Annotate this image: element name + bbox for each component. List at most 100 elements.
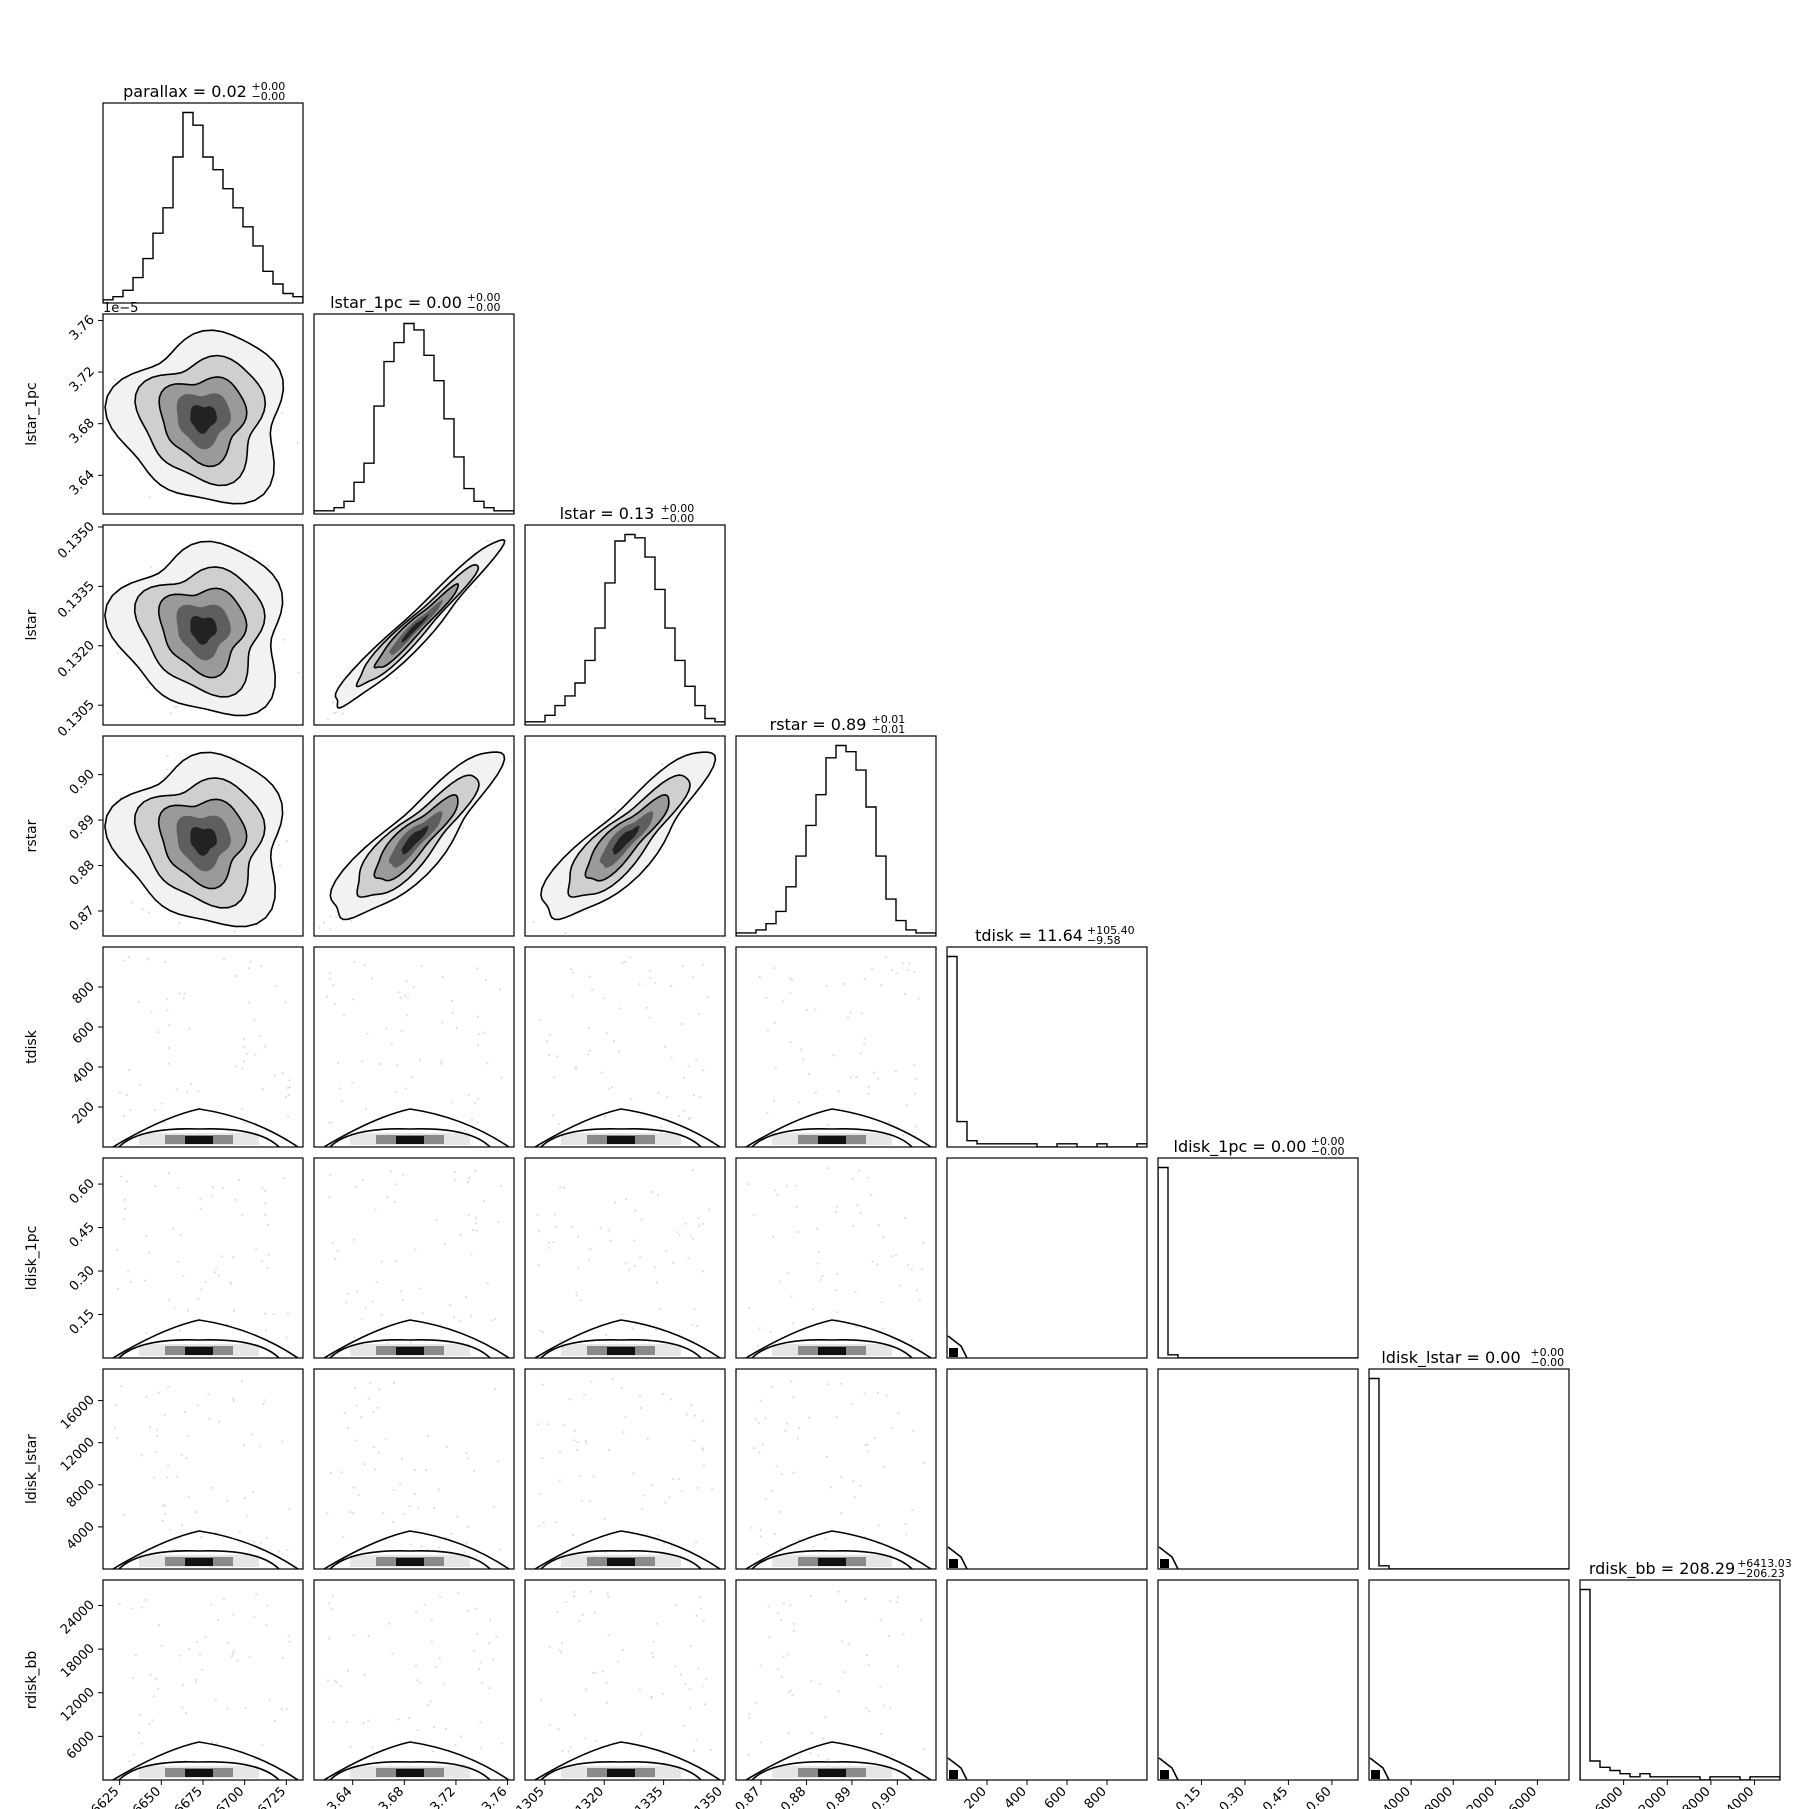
sample-point	[760, 1741, 763, 1744]
sample-point	[798, 1757, 801, 1760]
sample-point	[476, 1097, 480, 1100]
sample-point	[851, 1224, 855, 1228]
sample-point	[418, 1287, 421, 1290]
sample-point	[462, 826, 465, 829]
sample-point	[649, 969, 652, 972]
histogram-lstar	[525, 533, 725, 725]
sample-point	[759, 1535, 763, 1538]
sample-point	[765, 996, 768, 999]
sample-point	[249, 944, 251, 946]
sample-point	[374, 1468, 377, 1471]
sample-point	[458, 1319, 461, 1322]
sample-point	[791, 1694, 794, 1697]
sample-point	[184, 1712, 187, 1715]
sample-point	[665, 1250, 668, 1253]
sample-point	[179, 1654, 182, 1657]
sample-point	[395, 1260, 398, 1263]
sample-point	[782, 1000, 785, 1003]
sample-point	[607, 1634, 610, 1637]
density-contour	[118, 1339, 280, 1358]
sample-point	[327, 1121, 331, 1124]
sample-point	[693, 1308, 696, 1311]
sample-point	[605, 1682, 608, 1685]
density-contour	[534, 1530, 721, 1569]
sample-point	[152, 1695, 155, 1698]
sample-point	[352, 1512, 355, 1515]
sample-point	[285, 1336, 288, 1339]
sample-point	[273, 1719, 277, 1723]
x-tick-label: 0.016625	[68, 1784, 122, 1809]
sample-point	[676, 1231, 679, 1234]
sample-point	[889, 1706, 892, 1709]
sample-point	[141, 908, 144, 911]
sample-point	[420, 965, 423, 968]
sample-point	[589, 1590, 593, 1593]
sample-point	[371, 1300, 374, 1303]
sample-point	[896, 1595, 900, 1598]
sample-point	[547, 1053, 551, 1057]
sample-point	[457, 1591, 460, 1594]
sample-point	[810, 1732, 813, 1735]
histogram-tdisk	[947, 955, 1147, 1147]
density-peak	[1371, 1770, 1380, 1779]
x-tick-label: 3.64	[324, 1784, 355, 1809]
sample-point	[329, 928, 332, 931]
panel-ldisk_lstar-vs-parallax	[102, 1368, 304, 1570]
sample-point	[705, 1677, 708, 1680]
sample-point	[785, 1422, 789, 1425]
sample-point	[140, 1742, 143, 1745]
sample-point	[581, 1613, 585, 1616]
sample-point	[855, 1325, 858, 1328]
sample-point	[144, 1234, 148, 1237]
sample-point	[759, 1664, 762, 1667]
sample-point	[416, 1728, 419, 1731]
sample-point	[540, 1699, 543, 1702]
sample-point	[898, 1284, 901, 1287]
panel-ldisk_lstar-vs-lstar_1pc	[313, 1368, 515, 1570]
sample-point	[150, 566, 153, 569]
sample-point	[374, 1208, 377, 1211]
sample-point	[866, 1176, 870, 1179]
panel-lstar_1pc-vs-parallax	[102, 313, 304, 515]
sample-point	[643, 1494, 646, 1497]
sample-point	[689, 1707, 692, 1710]
sample-point	[589, 1248, 592, 1251]
sample-point	[119, 796, 123, 799]
density-contour	[534, 1741, 721, 1780]
sample-point	[418, 1681, 422, 1684]
sample-point	[467, 1093, 470, 1096]
sample-point	[265, 1537, 269, 1540]
sample-point	[867, 1092, 870, 1096]
sample-point	[632, 1472, 635, 1475]
density-contour	[323, 1108, 510, 1147]
sample-point	[790, 1380, 793, 1383]
sample-point	[194, 1681, 197, 1684]
sample-point	[265, 1623, 268, 1626]
density-contour	[329, 1550, 491, 1569]
sample-point	[894, 1254, 898, 1257]
sample-point	[281, 1657, 284, 1660]
sample-point	[599, 1226, 602, 1229]
sample-point	[624, 1416, 627, 1419]
sample-point	[260, 1259, 263, 1263]
sample-point	[879, 1619, 882, 1622]
sample-point	[469, 733, 471, 735]
sample-point	[251, 555, 254, 559]
sample-point	[486, 1282, 489, 1285]
sample-point	[268, 1699, 271, 1702]
sample-point	[747, 1713, 751, 1716]
sample-point	[606, 1592, 609, 1595]
sample-point	[243, 1046, 246, 1049]
panel-frame	[524, 946, 726, 1148]
density-peak	[396, 1347, 424, 1355]
sample-point	[650, 1695, 653, 1699]
title-lower-tdisk: −9.58	[1087, 934, 1121, 947]
sample-point	[278, 1550, 281, 1553]
sample-point	[805, 1009, 809, 1012]
sample-point	[264, 1202, 267, 1205]
y-axis-label-rstar: rstar	[24, 819, 40, 852]
sample-point	[240, 1379, 243, 1383]
sample-point	[600, 1071, 603, 1074]
sample-point	[756, 1552, 759, 1555]
sample-point	[234, 974, 237, 978]
